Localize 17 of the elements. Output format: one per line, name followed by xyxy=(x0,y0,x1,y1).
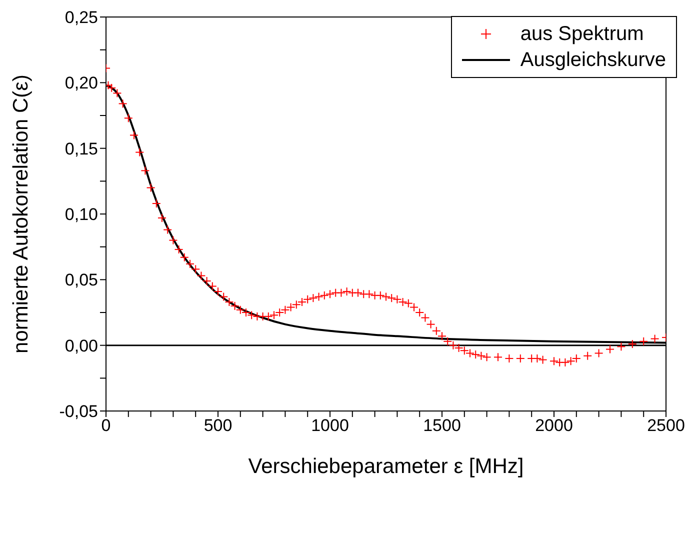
x-tick-label: 2000 xyxy=(535,416,573,436)
y-tick-label: 0,25 xyxy=(64,8,98,28)
x-tick-label: 2500 xyxy=(647,416,685,436)
y-axis-title: normierte Autokorrelation C(ε) xyxy=(9,74,32,354)
y-tick-label: 0,05 xyxy=(64,270,98,290)
x-tick-label: 0 xyxy=(101,416,111,436)
x-axis-title: Verschiebeparameter ε [MHz] xyxy=(248,455,524,478)
legend-label: Ausgleichskurve xyxy=(520,48,666,72)
legend-label: aus Spektrum xyxy=(520,22,644,46)
y-tick-label: 0,20 xyxy=(64,74,98,93)
x-tick-label: 1000 xyxy=(311,416,349,436)
y-tick-label: 0,15 xyxy=(64,139,98,158)
y-tick-label: 0,00 xyxy=(64,336,98,356)
x-tick-label: 1500 xyxy=(423,416,461,436)
y-tick-label: -0,05 xyxy=(59,402,98,422)
x-tick-label: 500 xyxy=(204,416,232,436)
y-tick-label: 0,10 xyxy=(64,205,98,224)
